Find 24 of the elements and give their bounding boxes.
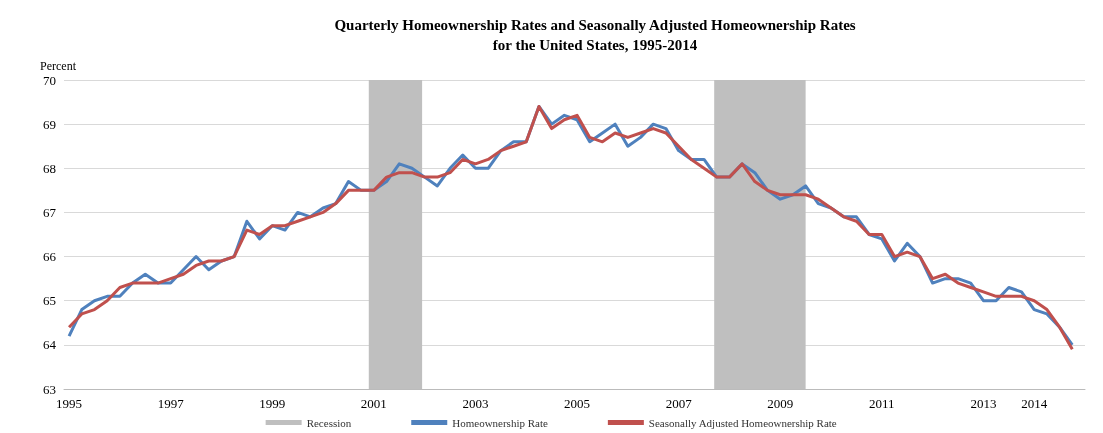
y-tick-label: 67 <box>43 204 57 220</box>
y-tick-label: 65 <box>43 293 56 309</box>
x-tick-label: 2009 <box>767 396 794 411</box>
y-tick-label: 66 <box>43 249 57 265</box>
legend-label: Seasonally Adjusted Homeownership Rate <box>648 416 837 429</box>
x-tick-label: 1999 <box>259 396 286 411</box>
x-tick-label: 2011 <box>869 396 895 411</box>
legend-label: Homeownership Rate <box>452 416 548 429</box>
x-tick-label: 1997 <box>157 396 185 411</box>
x-tick-label: 2013 <box>970 396 997 411</box>
x-tick-label: 2005 <box>564 396 591 411</box>
chart-title: Quarterly Homeownership Rates and Seasonally Adjusted Homeownership Rates for the United States, 1995-2014 <box>334 17 856 53</box>
y-tick-label: 70 <box>43 72 56 88</box>
legend-label: Recession <box>306 416 352 429</box>
x-tick-label: 2007 <box>665 396 693 411</box>
y-tick-label: 63 <box>43 381 56 397</box>
y-tick-label: 68 <box>43 160 56 176</box>
y-axis-title: Percent <box>40 59 77 73</box>
y-tick-label: 64 <box>43 337 57 353</box>
x-tick-label: 2001 <box>360 396 387 411</box>
x-tick-label: 2003 <box>462 396 489 411</box>
x-tick-label: 2014 <box>1021 396 1048 411</box>
x-tick-label: 1995 <box>56 396 83 411</box>
y-tick-label: 69 <box>43 116 56 132</box>
